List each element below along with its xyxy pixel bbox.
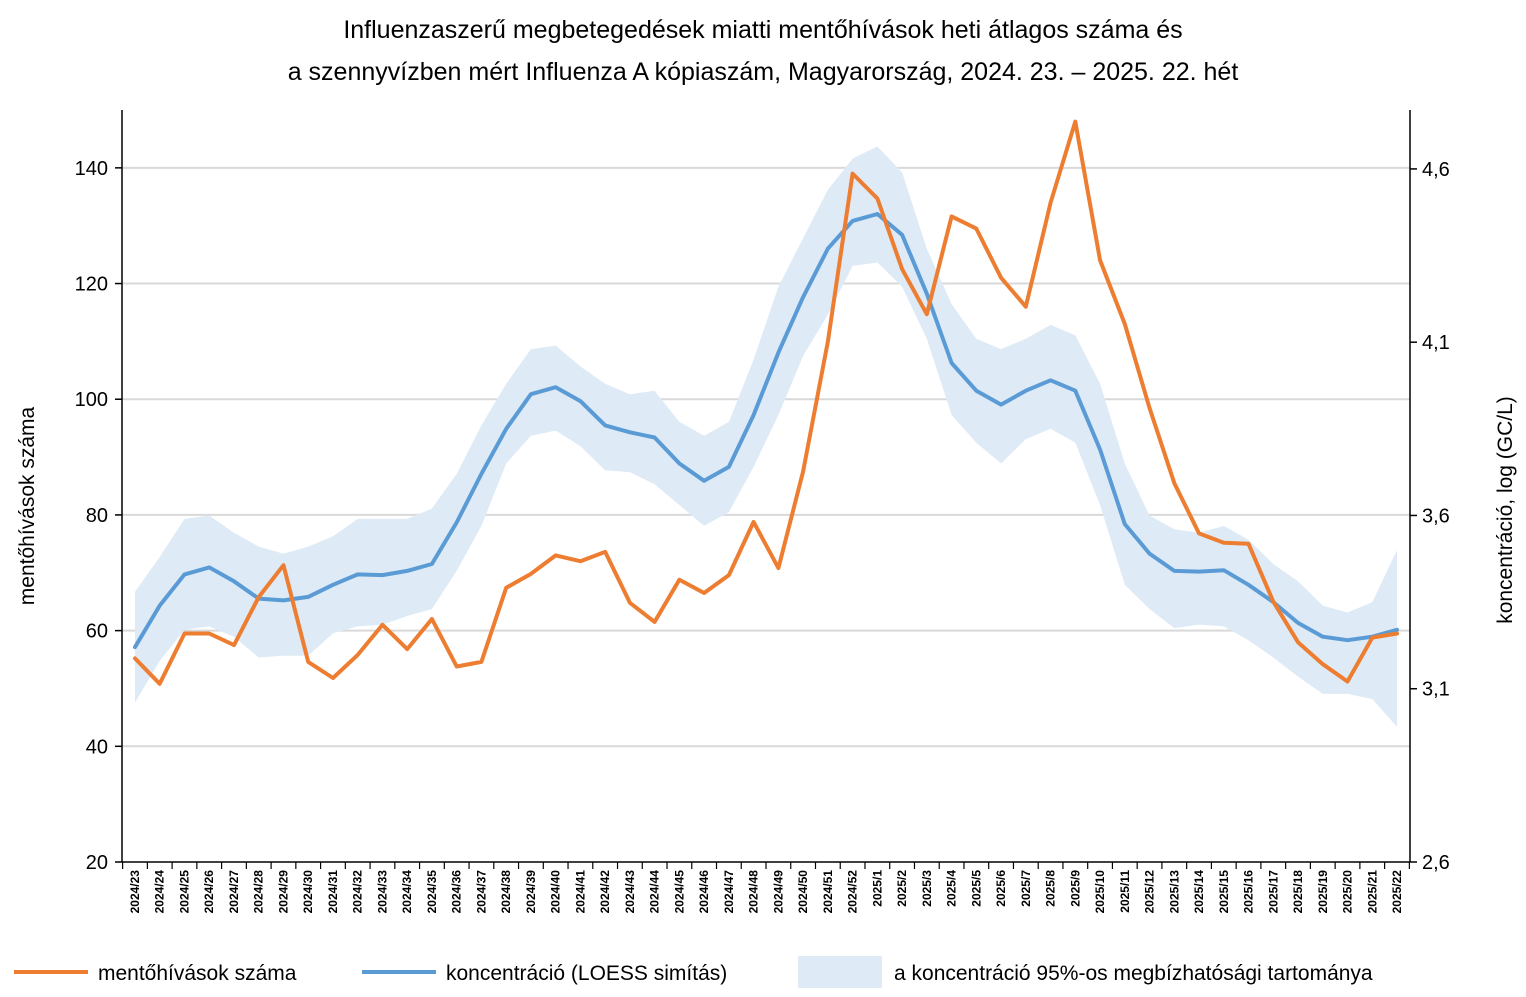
left-y-tick-label: 40 (86, 736, 108, 758)
x-tick-label: 2025/14 (1192, 870, 1206, 914)
x-tick-label: 2024/40 (549, 870, 563, 914)
ambulance-calls-series-line (133, 119, 1399, 686)
x-tick-label: 2024/42 (598, 870, 612, 914)
x-tick-label: 2025/13 (1167, 870, 1181, 914)
concentration-series-line (133, 212, 1399, 650)
x-tick-label: 2024/41 (573, 870, 587, 914)
x-tick-label: 2025/10 (1093, 870, 1107, 914)
x-tick-label: 2025/6 (994, 870, 1008, 907)
x-tick-label: 2024/52 (846, 870, 860, 914)
confidence-band (135, 146, 1397, 727)
x-tick-label: 2025/20 (1341, 870, 1355, 914)
x-tick-label: 2024/33 (375, 870, 389, 914)
x-tick-label: 2024/35 (425, 870, 439, 914)
right-y-tick-labels: 2,6 3,1 3,6 4,1 4,6 (1410, 159, 1450, 874)
x-tick-label: 2024/37 (474, 870, 488, 914)
right-y-tick-label: 3,6 (1422, 505, 1450, 527)
left-y-tick-label: 80 (86, 505, 108, 527)
x-tick-label: 2024/46 (697, 870, 711, 914)
x-tick-label: 2024/39 (524, 870, 538, 914)
x-tick-label: 2025/22 (1390, 870, 1404, 914)
left-y-axis-label: mentőhívások száma (16, 406, 39, 605)
legend-swatch-confidence-band (798, 956, 882, 988)
x-tick-label: 2024/48 (747, 870, 761, 914)
axes (121, 110, 1411, 863)
confidence-band-layer (135, 146, 1397, 727)
x-tick-label: 2025/16 (1242, 870, 1256, 914)
x-tick-label: 2025/19 (1316, 870, 1330, 914)
x-tick-label: 2025/2 (895, 870, 909, 907)
x-tick-label: 2024/47 (722, 870, 736, 914)
x-tick-label: 2024/24 (153, 870, 167, 914)
left-y-tick-label: 60 (86, 621, 108, 643)
x-tick-label: 2025/3 (920, 870, 934, 907)
right-y-tick-label: 4,6 (1422, 159, 1450, 181)
x-tick-label: 2025/15 (1217, 870, 1231, 914)
x-tick-label: 2025/8 (1044, 870, 1058, 907)
x-tick-label: 2025/18 (1291, 870, 1305, 914)
x-tick-label: 2024/45 (672, 870, 686, 914)
left-y-tick-label: 20 (86, 852, 108, 874)
x-tick-label: 2024/27 (227, 870, 241, 914)
x-tick-label: 2024/34 (400, 870, 414, 914)
left-y-tick-labels: 20 40 60 80 100 120 140 (75, 158, 122, 874)
x-tick-labels: 2024/23 2024/24 2024/25 2024/26 2024/27 2024/… (122, 862, 1410, 914)
x-tick-label: 2024/31 (326, 870, 340, 914)
legend-label-ambulance-calls: mentőhívások száma (98, 962, 297, 985)
right-y-tick-label: 4,1 (1422, 332, 1450, 354)
right-y-tick-label: 3,1 (1422, 679, 1450, 701)
x-tick-label: 2025/21 (1365, 870, 1379, 914)
x-tick-label: 2024/36 (450, 870, 464, 914)
x-tick-label: 2025/12 (1143, 870, 1157, 914)
gridlines (122, 166, 1410, 748)
legend-label-concentration: koncentráció (LOESS simítás) (446, 962, 727, 985)
x-tick-label: 2025/5 (969, 870, 983, 907)
right-y-tick-label: 2,6 (1422, 852, 1450, 874)
x-tick-label: 2024/51 (821, 870, 835, 914)
x-tick-label: 2024/50 (796, 870, 810, 914)
x-tick-label: 2024/25 (177, 870, 191, 914)
x-tick-label: 2025/17 (1266, 870, 1280, 914)
left-y-tick-label: 140 (75, 158, 108, 180)
x-tick-label: 2024/38 (499, 870, 513, 914)
x-tick-label: 2025/4 (945, 870, 959, 907)
x-tick-label: 2025/7 (1019, 870, 1033, 907)
series-layer (133, 119, 1399, 686)
x-tick-label: 2024/23 (128, 870, 142, 914)
left-y-tick-label: 100 (75, 389, 108, 411)
x-tick-label: 2024/30 (301, 870, 315, 914)
x-tick-label: 2024/49 (771, 870, 785, 914)
legend-label-confidence-band: a koncentráció 95%-os megbízhatósági tar… (894, 962, 1373, 985)
x-tick-label: 2024/44 (648, 870, 662, 914)
chart-title-line-1: Influenzaszerű megbetegedések miatti men… (343, 16, 1182, 44)
x-tick-label: 2025/9 (1068, 870, 1082, 907)
legend: mentőhívások száma koncentráció (LOESS si… (14, 956, 1373, 988)
x-tick-label: 2024/43 (623, 870, 637, 914)
x-tick-label: 2024/32 (351, 870, 365, 914)
right-y-axis-label: koncentráció, log (GC/L) (1494, 396, 1517, 624)
x-tick-label: 2025/1 (870, 870, 884, 907)
x-tick-label: 2024/28 (252, 870, 266, 914)
x-tick-label: 2024/26 (202, 870, 216, 914)
x-tick-label: 2024/29 (276, 870, 290, 914)
left-y-tick-label: 120 (75, 274, 108, 296)
chart-title: Influenzaszerű megbetegedések miatti men… (288, 16, 1239, 86)
x-tick-label: 2025/11 (1118, 870, 1132, 913)
chart-title-line-2: a szennyvízben mért Influenza A kópiaszá… (288, 58, 1239, 86)
